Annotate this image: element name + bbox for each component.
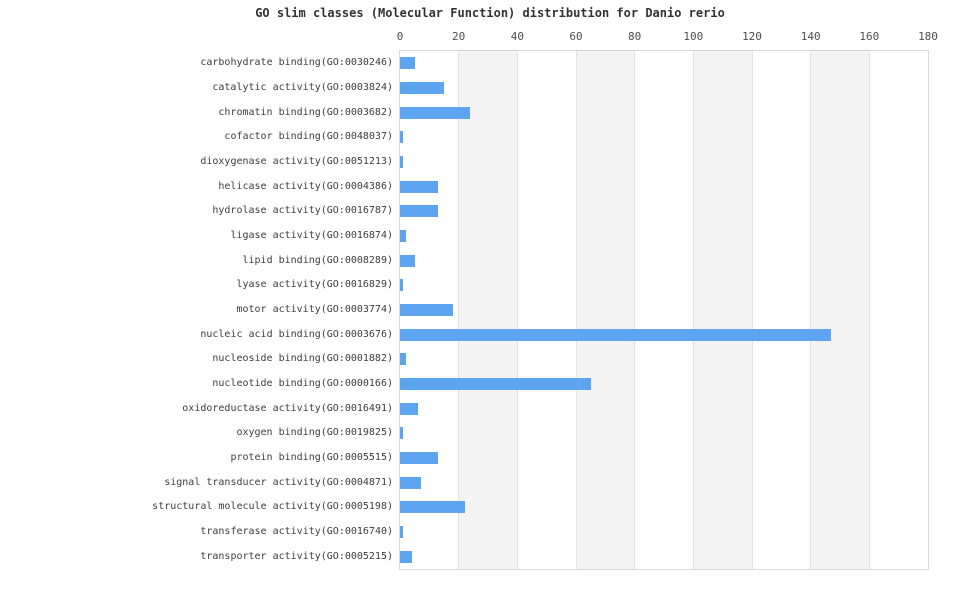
bar-transporter-activity: [400, 550, 412, 563]
category-label: nucleoside binding(GO:0001882): [212, 353, 393, 365]
shaded-band: [693, 51, 752, 569]
bar-nucleoside-binding: [400, 353, 406, 366]
x-tick-label-160: 160: [859, 30, 880, 43]
x-tick-label-40: 40: [510, 30, 524, 43]
shaded-band: [810, 51, 870, 569]
shaded-band: [458, 51, 518, 569]
bar-rows: [400, 51, 928, 569]
category-label: transferase activity(GO:0016740): [200, 526, 393, 537]
gridline: [516, 51, 518, 569]
category-label: dioxygenase activity(GO:0051213): [200, 156, 393, 167]
bar-lyase-activity: [400, 279, 403, 292]
bar-helicase-activity: [400, 180, 439, 193]
bar-chromatin-binding: [400, 106, 471, 119]
shaded-band: [576, 51, 635, 569]
category-label: nucleic acid binding(GO:0003676): [200, 328, 393, 340]
category-label: protein binding(GO:0005515): [230, 452, 393, 463]
category-label: chromatin binding(GO:0003682): [218, 106, 393, 118]
bar-nucleotide-binding: [400, 378, 591, 390]
bar-transferase-activity: [400, 526, 403, 538]
category-label: catalytic activity(GO:0003824): [212, 82, 393, 93]
bar-motor-activity: [400, 304, 453, 316]
category-label: nucleotide binding(GO:0000166): [212, 378, 393, 389]
category-label: carbohydrate binding(GO:0030246): [200, 57, 393, 69]
gridline: [751, 51, 753, 569]
bar-oxygen-binding: [400, 427, 403, 440]
gridline: [810, 51, 812, 569]
gridline: [575, 51, 577, 569]
gridline: [868, 51, 870, 569]
chart-title: GO slim classes (Molecular Function) dis…: [255, 6, 725, 20]
category-label: helicase activity(GO:0004386): [218, 180, 393, 192]
category-label: ligase activity(GO:0016874): [230, 230, 393, 241]
category-label: signal transducer activity(GO:0004871): [164, 476, 393, 488]
gridline: [692, 51, 694, 569]
bar-signal-transducer-activity: [400, 476, 421, 489]
category-label: cofactor binding(GO:0048037): [224, 131, 393, 143]
gridline: [634, 51, 636, 569]
category-label: hydrolase activity(GO:0016787): [212, 205, 393, 217]
bar-carbohydrate-binding: [400, 57, 415, 70]
bar-catalytic-activity: [400, 82, 444, 94]
x-tick-label-60: 60: [569, 30, 583, 43]
x-tick-label-180: 180: [918, 30, 938, 43]
category-label: transporter activity(GO:0005215): [200, 550, 393, 562]
gridline: [458, 51, 460, 569]
bar-dioxygenase-activity: [400, 156, 403, 168]
category-label: lipid binding(GO:0008289): [242, 254, 393, 266]
bar-oxidoreductase-activity: [400, 402, 418, 415]
category-label: oxygen binding(GO:0019825): [236, 427, 393, 439]
x-tick-label-80: 80: [628, 30, 642, 43]
x-tick-label-140: 140: [800, 30, 821, 43]
category-label: lyase activity(GO:0016829): [236, 279, 393, 291]
x-tick-label-20: 20: [452, 30, 466, 43]
category-label: structural molecule activity(GO:0005198): [152, 501, 393, 513]
plot-area: [399, 50, 929, 570]
bar-hydrolase-activity: [400, 205, 439, 218]
bar-protein-binding: [400, 452, 439, 464]
bar-cofactor-binding: [400, 131, 403, 144]
x-tick-label-120: 120: [742, 30, 762, 43]
category-label: motor activity(GO:0003774): [236, 304, 393, 315]
bar-nucleic-acid-binding: [400, 328, 832, 341]
bar-ligase-activity: [400, 230, 406, 242]
bar-structural-molecule-activity: [400, 501, 465, 514]
x-tick-label-0: 0: [396, 30, 404, 43]
category-label: oxidoreductase activity(GO:0016491): [182, 402, 393, 414]
bar-lipid-binding: [400, 254, 415, 267]
x-tick-label-100: 100: [683, 30, 704, 43]
